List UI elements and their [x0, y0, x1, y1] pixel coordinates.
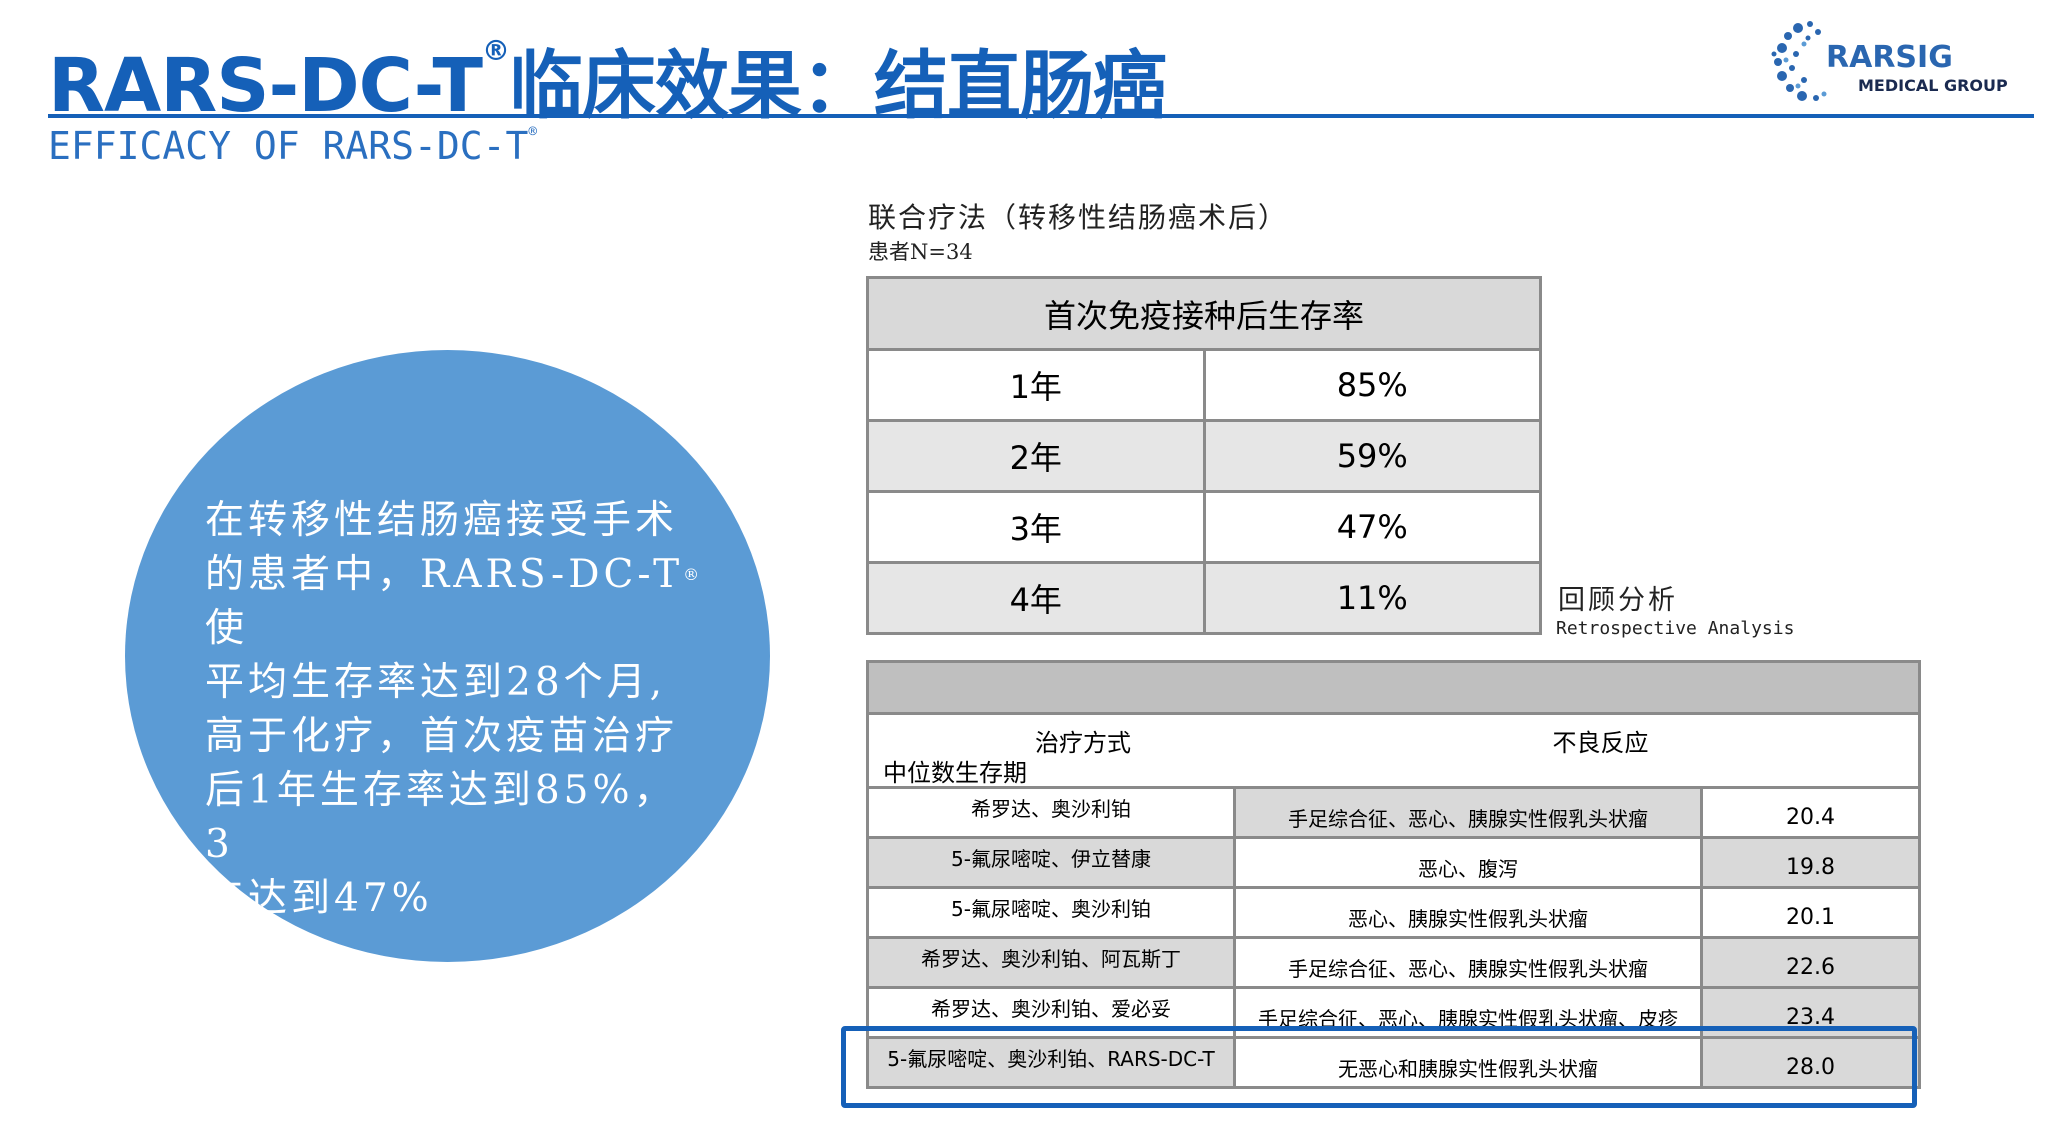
treatment-cell: 5-氟尿嘧啶、伊立替康	[866, 836, 1236, 889]
therapy-table-top-bar	[866, 660, 1921, 715]
top-bar-cell	[866, 660, 1921, 715]
summary-line: 在转移性结肠癌接受手术	[205, 498, 679, 543]
survival-table-caption: 联合疗法（转移性结肠癌术后）	[868, 201, 1289, 234]
table-row-highlighted: 5-氟尿嘧啶、奥沙利铂、RARS-DC-T 无恶心和胰腺实性假乳头状瘤 28.0	[866, 1036, 1921, 1089]
treatment-header: 治疗方式 中位数生存期	[869, 723, 1235, 787]
title-divider	[48, 114, 2034, 118]
treatment-cell: 5-氟尿嘧啶、奥沙利铂	[866, 886, 1236, 939]
summary-line: 后1年生存率达到85%，3	[205, 768, 677, 867]
treatment-header-label: 治疗方式	[1035, 729, 1131, 757]
median-cell: 19.8	[1700, 836, 1921, 889]
molecule-icon	[1771, 21, 1827, 101]
survival-table-header: 首次免疫接种后生存率	[866, 276, 1542, 351]
summary-registered-mark: ®	[683, 565, 704, 584]
summary-line: 平均生存率达到28个月,	[205, 660, 667, 705]
survival-table-header-row: 首次免疫接种后生存率	[866, 276, 1542, 351]
treatment-header-cell: 治疗方式 中位数生存期	[866, 712, 1235, 789]
subtitle-text: EFFICACY OF RARS-DC-T	[48, 124, 529, 168]
adverse-cell: 手足综合征、恶心、胰腺实性假乳头状瘤	[1233, 786, 1703, 839]
rate-cell: 47%	[1202, 490, 1542, 564]
adverse-cell: 手足综合征、恶心、胰腺实性假乳头状瘤	[1233, 936, 1703, 989]
subtitle-registered-mark: ®	[528, 124, 537, 140]
retrospective-label-en: Retrospective Analysis	[1556, 618, 1795, 639]
table-row: 2年 59%	[866, 419, 1542, 493]
logo-name: RARSIG	[1826, 40, 1953, 75]
summary-line-part: 的患者中，RARS-DC-T	[205, 552, 684, 597]
table-row: 3年 47%	[866, 490, 1542, 564]
treatment-cell: 5-氟尿嘧啶、奥沙利铂、RARS-DC-T	[866, 1036, 1236, 1089]
adverse-header-label: 不良反应	[1234, 712, 1921, 789]
median-header-label: 中位数生存期	[883, 759, 1027, 787]
year-cell: 3年	[866, 490, 1206, 564]
summary-line: 高于化疗，首次疫苗治疗	[205, 714, 679, 759]
adverse-cell: 恶心、腹泻	[1233, 836, 1703, 889]
retrospective-label-cn: 回顾分析	[1558, 585, 1678, 616]
table-row: 1年 85%	[866, 348, 1542, 422]
table-row: 5-氟尿嘧啶、奥沙利铂 恶心、胰腺实性假乳头状瘤 20.1	[866, 886, 1921, 939]
median-cell: 22.6	[1700, 936, 1921, 989]
patient-count: 患者N=34	[868, 240, 973, 264]
summary-line: 的患者中，RARS-DC-T® 使	[205, 548, 705, 656]
median-cell: 28.0	[1700, 1036, 1921, 1089]
rarsig-logo: RARSIG MEDICAL GROUP	[1768, 14, 2008, 106]
adverse-cell: 恶心、胰腺实性假乳头状瘤	[1233, 886, 1703, 939]
median-cell: 20.1	[1700, 886, 1921, 939]
summary-text: 在转移性结肠癌接受手术 的患者中，RARS-DC-T® 使 平均生存率达到28个月…	[205, 494, 705, 926]
page-title: RARS-DC-T®临床效果：结直肠癌	[48, 26, 1167, 129]
rate-cell: 59%	[1202, 419, 1542, 493]
median-cell: 20.4	[1700, 786, 1921, 839]
table-row: 希罗达、奥沙利铂、阿瓦斯丁 手足综合征、恶心、胰腺实性假乳头状瘤 22.6	[866, 936, 1921, 989]
therapy-table: 治疗方式 中位数生存期 不良反应 希罗达、奥沙利铂 手足综合征、恶心、胰腺实性假…	[866, 660, 1921, 1089]
summary-line-part: 使	[205, 606, 249, 651]
treatment-cell: 希罗达、奥沙利铂	[866, 786, 1236, 839]
survival-table: 首次免疫接种后生存率 1年 85% 2年 59% 3年 47% 4年 11%	[866, 276, 1542, 635]
highlight-box	[841, 1026, 1917, 1108]
logo-subtitle: MEDICAL GROUP	[1858, 76, 2008, 95]
rate-cell: 11%	[1202, 561, 1542, 635]
rate-cell: 85%	[1202, 348, 1542, 422]
year-cell: 2年	[866, 419, 1206, 493]
table-row: 4年 11%	[866, 561, 1542, 635]
title-registered-mark: ®	[482, 34, 510, 67]
year-cell: 1年	[866, 348, 1206, 422]
treatment-cell: 希罗达、奥沙利铂、阿瓦斯丁	[866, 936, 1236, 989]
therapy-table-header-row: 治疗方式 中位数生存期 不良反应	[866, 712, 1921, 789]
year-cell: 4年	[866, 561, 1206, 635]
summary-line: 年达到47%	[205, 876, 433, 921]
adverse-cell: 无恶心和胰腺实性假乳头状瘤	[1233, 1036, 1703, 1089]
page-subtitle: EFFICACY OF RARS-DC-T®	[48, 124, 537, 168]
table-row: 5-氟尿嘧啶、伊立替康 恶心、腹泻 19.8	[866, 836, 1921, 889]
table-row: 希罗达、奥沙利铂 手足综合征、恶心、胰腺实性假乳头状瘤 20.4	[866, 786, 1921, 839]
summary-circle	[125, 350, 770, 962]
